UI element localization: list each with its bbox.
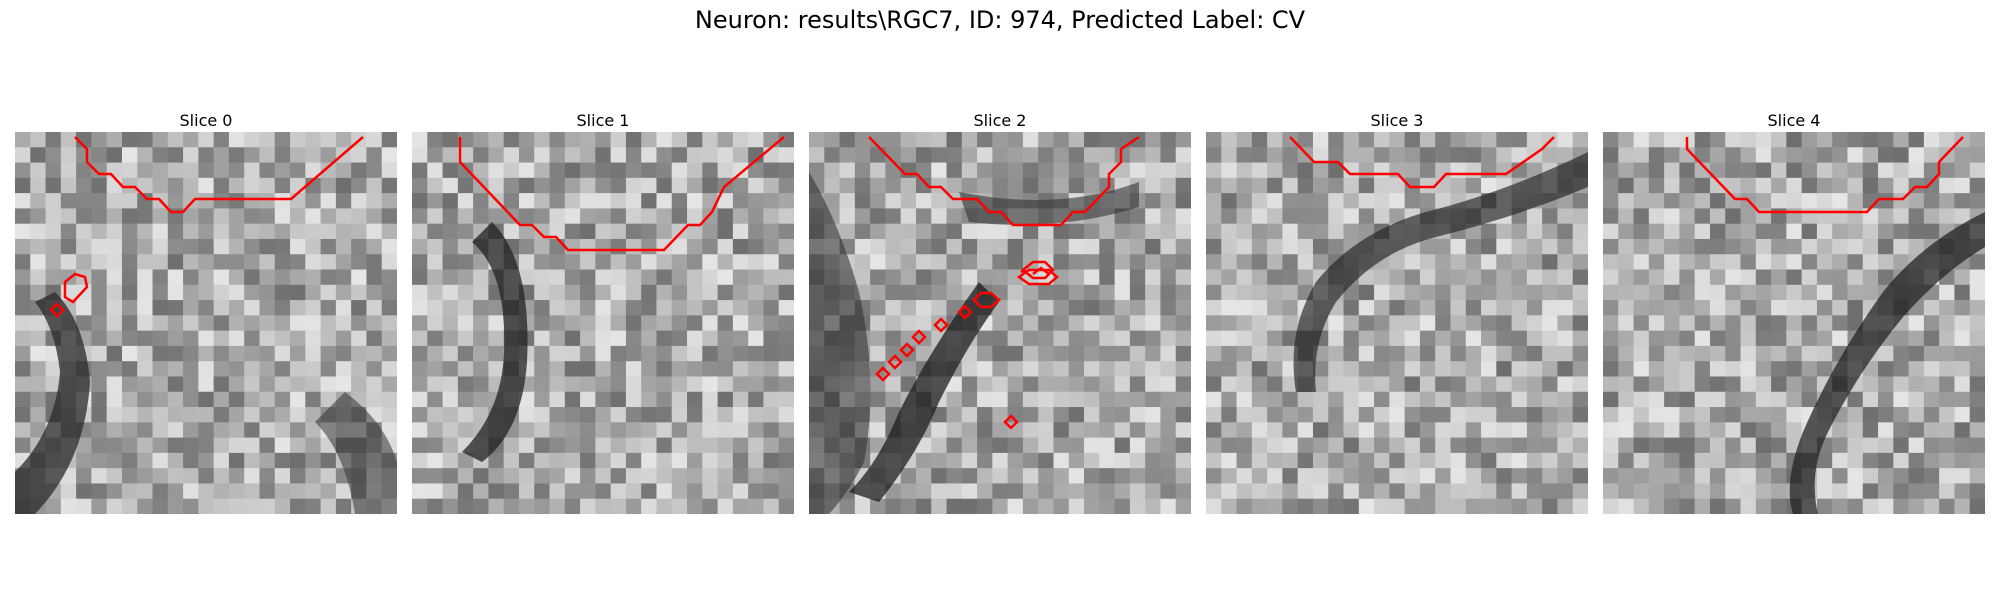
slice-panel-3: Slice 3: [1206, 110, 1588, 514]
dark-membrane-band: [1293, 152, 1588, 392]
contour-lines: [49, 136, 364, 318]
slice-title: Slice 3: [1370, 111, 1424, 130]
slice-panel-1: Slice 1: [412, 110, 794, 514]
grayscale-tile-grid: [15, 132, 397, 514]
slice-title: Slice 0: [179, 111, 233, 130]
slice-panel-4: Slice 4: [1603, 110, 1985, 514]
dark-membrane-band: [462, 222, 528, 462]
slice-image: [809, 132, 1191, 514]
grayscale-tile-grid: [412, 132, 794, 514]
slice-title: Slice 1: [576, 111, 630, 130]
slice-title: Slice 2: [973, 111, 1027, 130]
slice-image: [412, 132, 794, 514]
dark-membrane-band: [1789, 212, 1985, 514]
slice-panel-2: Slice 2: [809, 110, 1191, 514]
contour-lines: [458, 136, 785, 252]
contour-lines: [1289, 136, 1555, 189]
slice-image: [1603, 132, 1985, 514]
grayscale-tile-grid: [1206, 132, 1588, 514]
dark-membrane-band: [15, 292, 397, 514]
slice-title: Slice 4: [1767, 111, 1821, 130]
dark-membrane-band: [809, 172, 1139, 514]
grayscale-tile-grid: [1603, 132, 1985, 514]
slice-panel-0: Slice 0: [15, 110, 397, 514]
slice-image: [15, 132, 397, 514]
slice-image: [1206, 132, 1588, 514]
figure-title: Neuron: results\RGC7, ID: 974, Predicted…: [694, 6, 1306, 34]
contour-lines: [1685, 136, 1964, 214]
contour-lines: [868, 135, 1140, 430]
